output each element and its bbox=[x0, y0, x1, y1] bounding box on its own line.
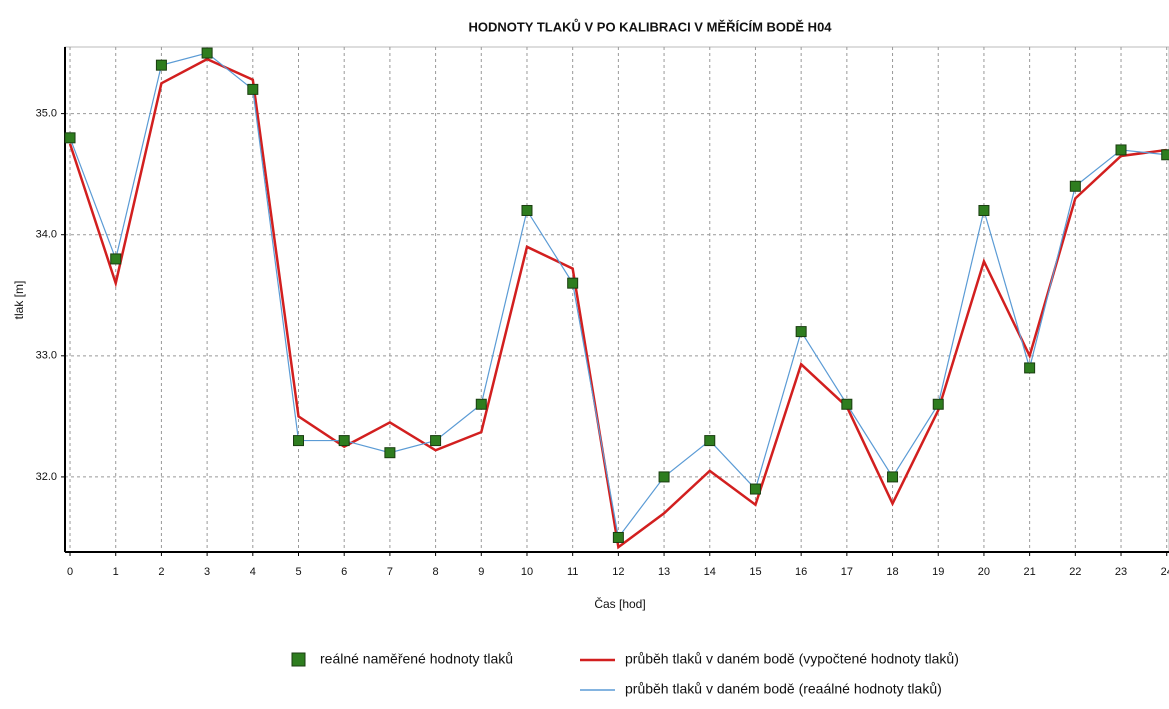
series-line bbox=[68, 57, 1167, 550]
x-axis-label: Čas [hod] bbox=[594, 596, 645, 611]
x-tick-label: 19 bbox=[932, 566, 944, 578]
data-marker bbox=[475, 398, 487, 410]
x-tick-label: 11 bbox=[567, 566, 578, 578]
data-marker bbox=[1115, 144, 1127, 156]
x-tick-label: 7 bbox=[387, 566, 393, 578]
data-marker bbox=[293, 435, 305, 447]
y-tick-label: 34.0 bbox=[36, 229, 57, 241]
data-marker bbox=[887, 471, 899, 483]
data-marker bbox=[841, 398, 853, 410]
x-tick-label: 13 bbox=[658, 566, 670, 578]
data-marker bbox=[64, 132, 76, 144]
legend-label: průběh tlaků v daném bodě (vypočtené hod… bbox=[625, 651, 959, 667]
data-marker bbox=[338, 435, 350, 447]
x-tick-label: 18 bbox=[886, 566, 898, 578]
data-marker bbox=[1024, 362, 1036, 374]
x-tick-label: 3 bbox=[204, 566, 210, 578]
legend-label: průběh tlaků v daném bodě (reaálné hodno… bbox=[625, 681, 942, 697]
x-tick-label: 0 bbox=[67, 566, 73, 578]
data-marker bbox=[110, 253, 122, 265]
chart-title: HODNOTY TLAKŮ V PO KALIBRACI V MĚŘÍCÍM B… bbox=[468, 18, 832, 34]
data-marker bbox=[795, 326, 807, 338]
x-tick-label: 1 bbox=[113, 566, 119, 578]
x-tick-label: 16 bbox=[795, 566, 807, 578]
x-tick-label: 24 bbox=[1161, 566, 1169, 578]
x-tick-label: 4 bbox=[250, 566, 256, 578]
data-marker bbox=[612, 531, 624, 543]
x-tick-label: 14 bbox=[704, 566, 716, 578]
y-tick-label: 35.0 bbox=[36, 108, 57, 120]
x-tick-label: 5 bbox=[295, 566, 301, 578]
x-tick-label: 10 bbox=[521, 566, 533, 578]
data-marker bbox=[978, 204, 990, 216]
legend-marker bbox=[291, 652, 306, 667]
x-tick-label: 9 bbox=[478, 566, 484, 578]
x-tick-label: 15 bbox=[749, 566, 761, 578]
x-tick-label: 21 bbox=[1024, 566, 1036, 578]
data-marker bbox=[704, 435, 716, 447]
y-axis-label: tlak [m] bbox=[12, 281, 26, 320]
data-marker bbox=[521, 204, 533, 216]
x-tick-label: 23 bbox=[1115, 566, 1127, 578]
data-marker bbox=[384, 447, 396, 459]
x-tick-label: 17 bbox=[841, 566, 853, 578]
data-marker bbox=[932, 398, 944, 410]
data-marker bbox=[155, 59, 167, 71]
data-marker bbox=[1069, 180, 1081, 192]
x-tick-label: 2 bbox=[158, 566, 164, 578]
data-marker bbox=[247, 83, 259, 95]
data-marker bbox=[567, 277, 579, 289]
data-marker bbox=[430, 435, 442, 447]
data-marker bbox=[658, 471, 670, 483]
x-tick-label: 8 bbox=[433, 566, 439, 578]
x-tick-label: 12 bbox=[612, 566, 624, 578]
x-tick-label: 20 bbox=[978, 566, 990, 578]
plot-area bbox=[64, 46, 1169, 553]
y-tick-label: 32.0 bbox=[36, 471, 57, 483]
data-marker bbox=[749, 483, 761, 495]
data-marker bbox=[1161, 149, 1169, 161]
x-tick-label: 6 bbox=[341, 566, 347, 578]
legend-label: reálné naměřené hodnoty tlaků bbox=[320, 651, 513, 667]
y-tick-label: 33.0 bbox=[36, 350, 57, 362]
data-marker bbox=[201, 47, 213, 59]
x-tick-label: 22 bbox=[1069, 566, 1081, 578]
